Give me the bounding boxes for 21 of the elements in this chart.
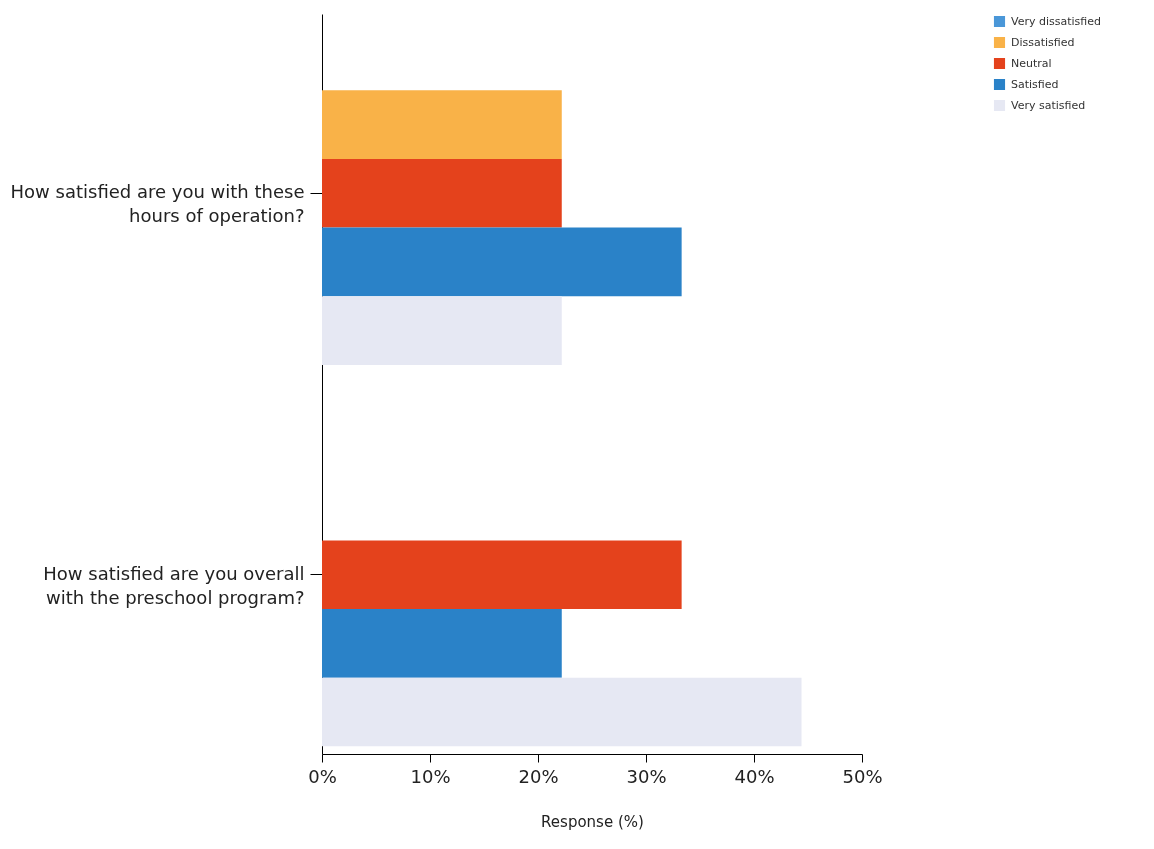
legend-label: Neutral [1011,56,1052,70]
y-tick-label: How satisfied are you overall with the preschool program? [43,562,305,608]
legend-label: Dissatisfied [1011,35,1075,49]
x-tick-label: 40% [734,765,775,787]
bar [322,609,562,678]
y-tick-label: How satisfied are you with these hours of operation? [10,181,305,227]
bar [322,90,562,159]
bar [322,158,562,228]
x-tick-label: 0% [308,765,337,787]
x-tick-label: 30% [626,765,667,787]
bar [322,227,682,297]
legend-label: Very dissatisfied [1011,14,1101,28]
legend-label: Very satisfied [1011,98,1086,112]
bar [322,677,802,747]
x-tick-label: 10% [410,765,451,787]
legend-label: Satisfied [1011,77,1059,91]
bar [322,540,682,610]
bar [322,296,562,365]
x-tick-label: 20% [518,765,559,787]
x-tick-label: 50% [842,765,883,787]
x-axis-title: Response (%) [541,812,644,831]
